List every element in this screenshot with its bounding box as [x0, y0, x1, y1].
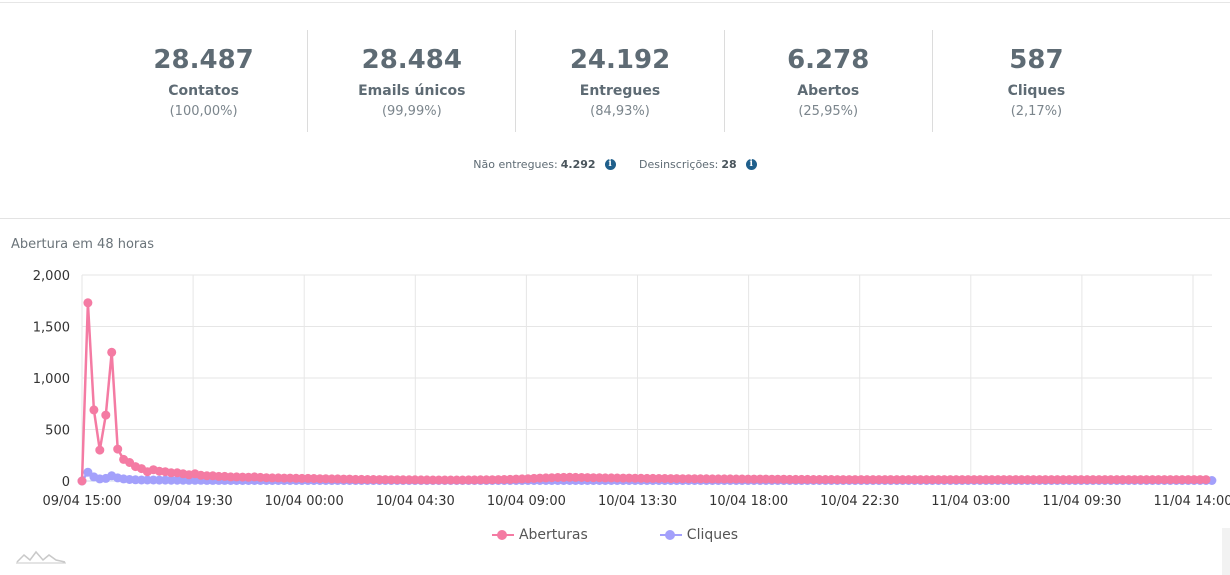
x-tick-label: 10/04 22:30	[820, 494, 899, 509]
legend-symbol	[659, 530, 682, 540]
stat-value: 587	[1009, 45, 1064, 75]
desinscricoes-value: 28	[721, 158, 737, 171]
data-point-aberturas	[101, 410, 111, 420]
stat-value: 24.192	[569, 45, 671, 75]
stat-abertos: 6.278 Abertos (25,95%)	[723, 30, 932, 132]
info-icon[interactable]: i	[745, 159, 757, 170]
nao-entregues: Não entregues: 4.292 i	[473, 158, 616, 171]
y-tick-label: 2,000	[33, 269, 70, 284]
x-tick-label: 09/04 15:00	[42, 494, 121, 509]
legend-symbol	[491, 530, 514, 540]
stat-emails-unicos: 28.484 Emails únicos (99,99%)	[307, 30, 515, 132]
stat-value: 6.278	[787, 45, 870, 75]
x-tick-label: 11/04 09:30	[1042, 494, 1121, 509]
x-tick-label: 10/04 09:00	[487, 494, 566, 509]
stat-label: Emails únicos	[358, 83, 466, 99]
x-tick-label: 10/04 00:00	[265, 494, 344, 509]
stat-percentage: (99,99%)	[381, 104, 442, 119]
stat-value: 28.484	[361, 45, 462, 75]
data-point-aberturas	[113, 444, 123, 454]
y-tick-label: 500	[45, 424, 70, 439]
stat-percentage: (100,00%)	[169, 104, 238, 119]
desinscricoes: Desinscrições: 28 i	[639, 158, 757, 171]
stat-label: Contatos	[168, 83, 239, 99]
stat-label: Abertos	[797, 83, 860, 99]
mini-chart-logo-icon	[16, 550, 66, 564]
data-point-aberturas	[95, 445, 105, 455]
x-tick-label: 11/04 14:00	[1153, 494, 1230, 509]
x-tick-label: 10/04 13:30	[598, 494, 677, 509]
data-point-aberturas	[83, 298, 93, 308]
legend-label: Cliques	[686, 527, 739, 543]
stat-cliques: 587 Cliques (2,17%)	[931, 30, 1140, 132]
y-tick-label: 1,000	[33, 372, 70, 387]
x-tick-label: 11/04 03:00	[931, 494, 1010, 509]
info-icon[interactable]: i	[604, 159, 616, 170]
delivery-extras: Não entregues: 4.292 i Desinscrições: 28…	[0, 158, 1230, 171]
stat-label: Entregues	[579, 83, 661, 99]
stat-percentage: (25,95%)	[798, 104, 859, 119]
x-tick-label: 09/04 19:30	[154, 494, 233, 509]
stat-value: 28.487	[153, 45, 254, 75]
nao-entregues-value: 4.292	[560, 158, 596, 171]
stat-contatos: 28.487 Contatos (100,00%)	[100, 30, 307, 132]
y-tick-label: 0	[62, 475, 70, 490]
nao-entregues-label: Não entregues:	[473, 158, 558, 171]
stat-percentage: (2,17%)	[1010, 104, 1063, 119]
stats-row: 28.487 Contatos (100,00%) 28.484 Emails …	[100, 30, 1140, 132]
scrollbar-edge	[1222, 528, 1230, 575]
desinscricoes-label: Desinscrições:	[639, 158, 719, 171]
legend-item-aberturas[interactable]: Aberturas	[491, 527, 588, 543]
section-divider	[0, 218, 1230, 219]
legend-item-cliques[interactable]: Cliques	[659, 527, 739, 543]
stat-entregues: 24.192 Entregues (84,93%)	[515, 30, 723, 132]
legend-label: Aberturas	[518, 527, 588, 543]
data-point-aberturas	[107, 347, 117, 357]
stat-label: Cliques	[1007, 83, 1066, 99]
x-tick-label: 10/04 18:00	[709, 494, 788, 509]
data-point-aberturas	[1201, 475, 1211, 485]
data-point-aberturas	[89, 405, 99, 415]
series-line-aberturas	[80, 301, 1206, 482]
y-tick-label: 1,500	[33, 321, 70, 336]
line-chart: 0 500 1,000 1,500 2,000 09/04 15:00 09/04 19:3…	[33, 269, 1230, 509]
data-point-aberturas	[77, 476, 87, 486]
x-tick-label: 10/04 04:30	[376, 494, 455, 509]
top-border	[0, 2, 1230, 3]
chart-title: Abertura em 48 horas	[11, 237, 155, 252]
stat-percentage: (84,93%)	[590, 104, 650, 119]
chart-legend: Aberturas Cliques	[0, 527, 1230, 543]
